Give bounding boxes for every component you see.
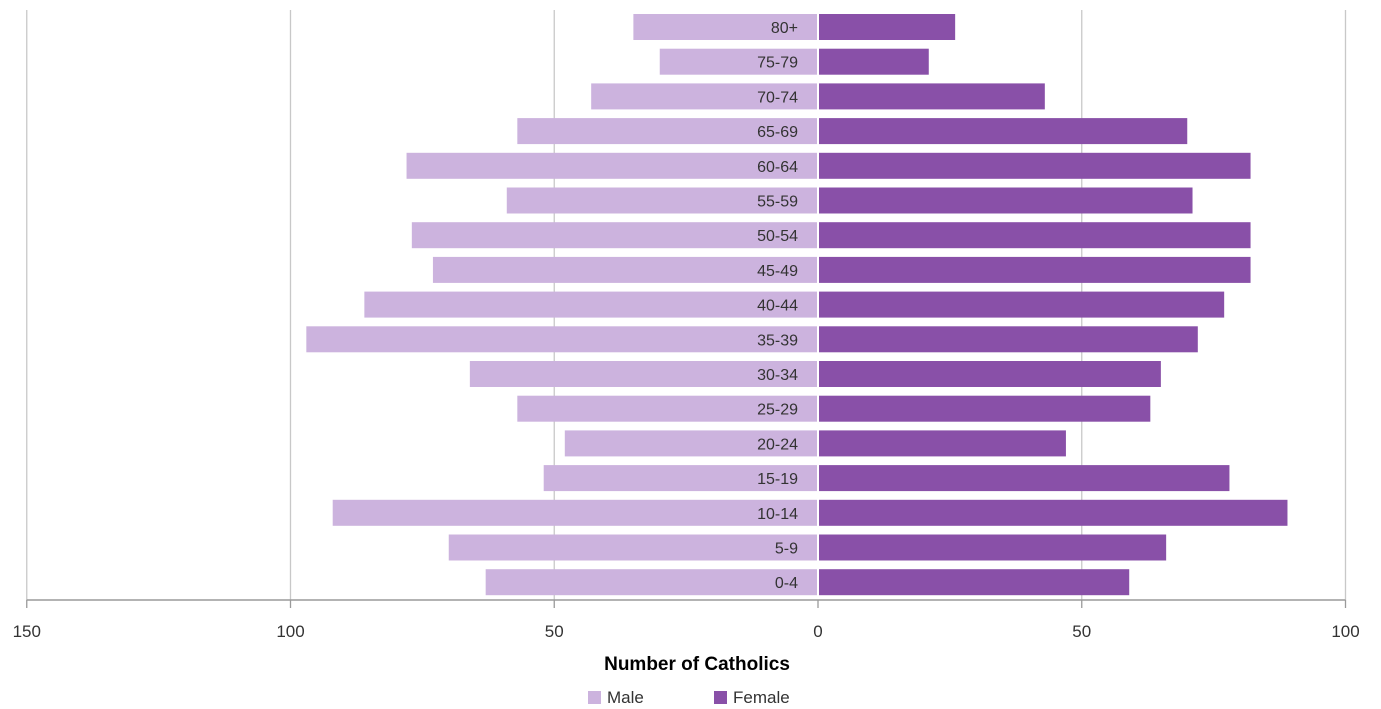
bar-female-75-79 — [819, 48, 929, 75]
category-label-35-39: 35-39 — [757, 332, 798, 349]
bars — [306, 10, 1288, 600]
x-tick-label-left-100: 100 — [276, 622, 304, 641]
bar-female-55-59 — [819, 187, 1193, 214]
category-label-25-29: 25-29 — [757, 402, 798, 419]
legend: Male Female — [588, 688, 790, 707]
category-label-60-64: 60-64 — [757, 159, 798, 176]
category-label-40-44: 40-44 — [757, 298, 798, 315]
bar-female-25-29 — [819, 395, 1151, 422]
legend-swatch-male — [588, 691, 601, 704]
legend-swatch-female — [714, 691, 727, 704]
category-label-0-4: 0-4 — [775, 575, 798, 592]
bar-female-50-54 — [819, 222, 1251, 249]
bar-female-35-39 — [819, 326, 1198, 353]
bar-male-75-79 — [659, 48, 817, 75]
bar-male-35-39 — [306, 326, 817, 353]
category-label-5-9: 5-9 — [775, 541, 798, 558]
bar-male-55-59 — [506, 187, 817, 214]
bar-female-30-34 — [819, 361, 1161, 387]
bar-male-20-24 — [564, 430, 817, 457]
x-tick-label-left-0: 0 — [813, 622, 822, 641]
category-label-30-34: 30-34 — [757, 367, 798, 384]
bar-female-80+ — [819, 14, 956, 40]
legend-label-female: Female — [733, 688, 790, 707]
category-label-20-24: 20-24 — [757, 436, 798, 453]
bar-male-5-9 — [448, 534, 817, 561]
category-label-70-74: 70-74 — [757, 89, 798, 106]
x-tick-label-left-150: 150 — [13, 622, 41, 641]
bar-female-70-74 — [819, 83, 1045, 110]
x-axis: 150 100 50 0 50 100 — [13, 599, 1360, 641]
category-label-55-59: 55-59 — [757, 194, 798, 211]
bar-female-0-4 — [819, 569, 1130, 596]
bar-male-15-19 — [543, 465, 817, 492]
category-label-45-49: 45-49 — [757, 263, 798, 280]
bar-female-20-24 — [819, 430, 1066, 457]
bar-male-60-64 — [406, 152, 817, 179]
bar-female-40-44 — [819, 291, 1225, 318]
category-label-65-69: 65-69 — [757, 124, 798, 141]
bar-female-45-49 — [819, 256, 1251, 283]
x-tick-label-left-50: 50 — [545, 622, 564, 641]
bar-male-10-14 — [332, 499, 817, 526]
bar-female-10-14 — [819, 499, 1288, 526]
bar-female-60-64 — [819, 152, 1251, 179]
category-label-10-14: 10-14 — [757, 506, 798, 523]
legend-label-male: Male — [607, 688, 644, 707]
category-label-15-19: 15-19 — [757, 471, 798, 488]
bar-male-80+ — [633, 14, 817, 40]
category-labels: 80+ 75-79 70-74 65-69 60-64 55-59 50-54 45-49 40… — [757, 20, 798, 592]
bar-female-65-69 — [819, 118, 1188, 145]
category-label-80+: 80+ — [771, 20, 798, 37]
bar-male-40-44 — [364, 291, 817, 318]
category-label-75-79: 75-79 — [757, 55, 798, 72]
bar-male-0-4 — [485, 569, 817, 596]
x-axis-title: Number of Catholics — [604, 654, 790, 675]
bar-female-15-19 — [819, 465, 1230, 492]
bar-male-25-29 — [517, 395, 817, 422]
x-tick-label-right-50: 50 — [1072, 622, 1091, 641]
category-label-50-54: 50-54 — [757, 228, 798, 245]
bar-male-50-54 — [411, 222, 817, 249]
bar-female-5-9 — [819, 534, 1167, 561]
bar-male-30-34 — [469, 361, 817, 387]
x-tick-label-right-100: 100 — [1331, 622, 1359, 641]
bar-male-70-74 — [591, 83, 817, 110]
bar-male-45-49 — [432, 256, 817, 283]
bar-male-65-69 — [517, 118, 817, 145]
